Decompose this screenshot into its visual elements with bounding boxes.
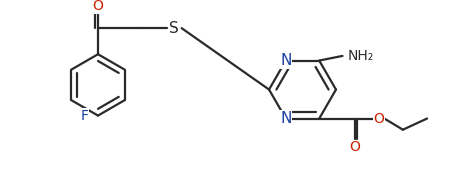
Text: N: N	[280, 111, 291, 126]
Text: S: S	[169, 21, 179, 36]
Text: O: O	[348, 140, 359, 154]
Text: N: N	[280, 53, 291, 68]
Text: O: O	[373, 112, 383, 125]
Text: O: O	[92, 0, 103, 13]
Text: NH₂: NH₂	[347, 49, 373, 63]
Text: F: F	[80, 109, 89, 122]
